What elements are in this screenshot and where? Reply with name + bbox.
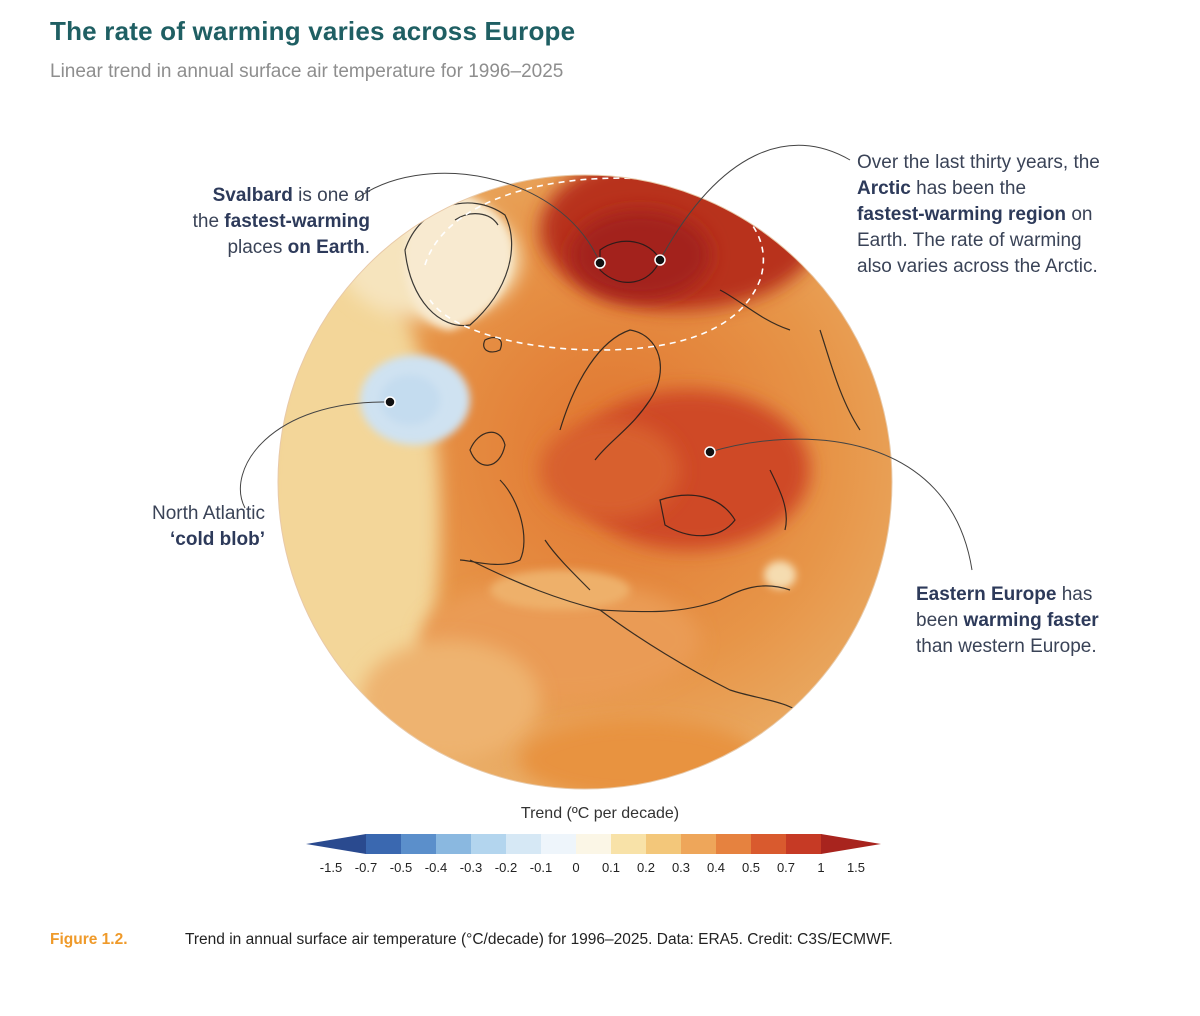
page-subtitle: Linear trend in annual surface air tempe… [50,61,564,82]
legend-tick-label: 1 [817,860,824,875]
annotation-svalbard: Svalbard is one of the fastest-warming p… [192,185,370,258]
legend-swatch [436,834,472,854]
caption-text: Trend in annual surface air temperature … [185,931,893,948]
color-legend: -1.5 -0.7 -0.5 -0.4 -0.3 -0.2 -0.1 0 0.1 0.2 0.3 0.… [306,834,881,875]
callout-lines [240,144,973,571]
legend-tick-label: -0.1 [530,860,552,875]
callout-dots [384,254,716,458]
page-title: The rate of warming varies across Europe [50,16,576,46]
legend-swatch [716,834,752,854]
legend-swatch [306,834,366,854]
legend-swatch [401,834,437,854]
legend-swatch [471,834,507,854]
legend-tick-label: -0.7 [355,860,377,875]
legend-tick-label: 0.7 [777,860,795,875]
annotation-eastern-europe: Eastern Europe has been warming faster t… [916,584,1099,657]
legend-tick-label: 0.4 [707,860,725,875]
legend-tick-label: 0.1 [602,860,620,875]
legend-swatch [751,834,787,854]
legend-tick-label: 0.2 [637,860,655,875]
legend-swatch [541,834,577,854]
annotation-arctic: Over the last thirty years, the Arctic h… [857,152,1100,277]
legend-tick-label: 0 [572,860,579,875]
legend-title: Trend (ºC per decade) [520,805,680,822]
globe-surface [278,175,892,789]
legend-swatch [506,834,542,854]
legend-swatch [611,834,647,854]
legend-swatch [646,834,682,854]
legend-tick-label: -0.5 [390,860,412,875]
legend-tick-label: 1.5 [847,860,865,875]
legend-swatch [821,834,881,854]
legend-tick-label: 0.5 [742,860,760,875]
legend-swatch [366,834,402,854]
legend-swatch [786,834,822,854]
legend-tick-label: -0.3 [460,860,482,875]
legend-tick-label: -0.4 [425,860,447,875]
legend-swatch [576,834,612,854]
figure-caption: Figure 1.2. Trend in annual surface air t… [50,931,893,949]
figure-number: Figure 1.2. [50,931,128,948]
legend-tick-label: -0.2 [495,860,517,875]
legend-tick-label: 0.3 [672,860,690,875]
legend-tick-label: -1.5 [320,860,342,875]
annotation-cold-blob: North Atlantic ‘cold blob’ [152,503,265,550]
legend-swatch [681,834,717,854]
